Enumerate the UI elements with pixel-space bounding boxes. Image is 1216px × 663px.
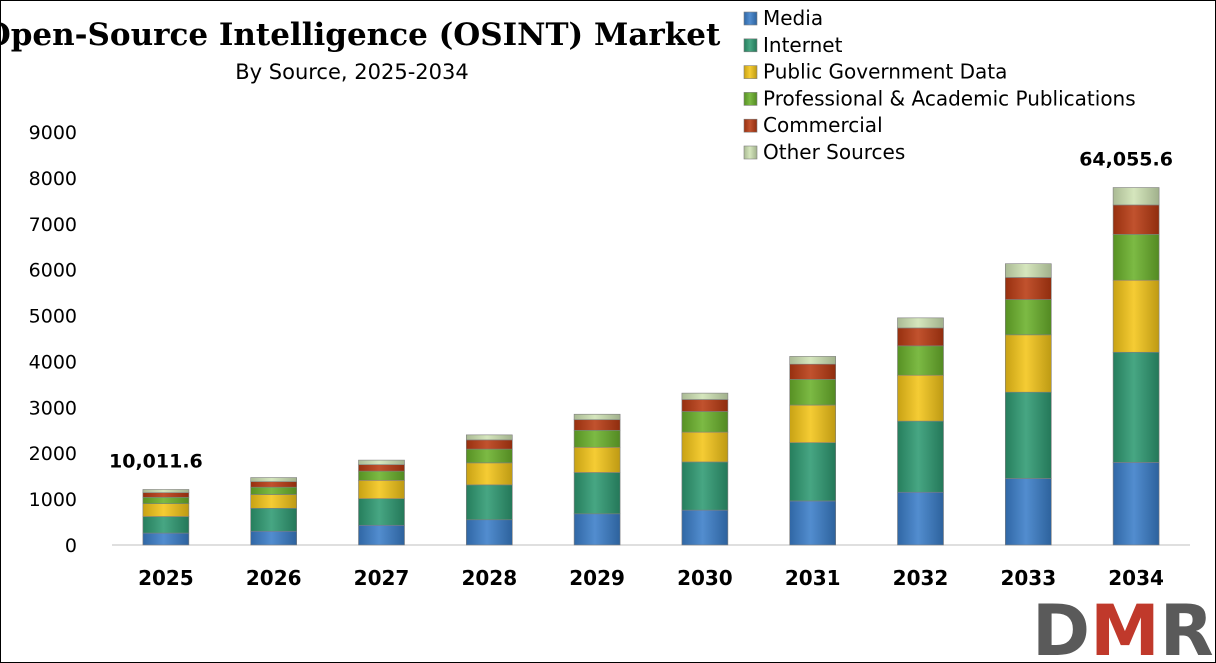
bar-segment-commercial-2025 <box>142 492 190 498</box>
bar-segment-media-2031 <box>789 500 837 546</box>
y-tick-label: 1000 <box>29 489 77 511</box>
x-tick-label: 2029 <box>569 566 625 590</box>
bar-segment-public-government-data-2025 <box>142 503 190 517</box>
legend-label: Professional & Academic Publications <box>763 86 1136 110</box>
bar-segment-internet-2026 <box>250 507 297 532</box>
bar-segment-professional-academic-publications-2032 <box>897 345 944 376</box>
logo-text: DMR <box>1032 590 1214 663</box>
bar-segment-media-2033 <box>1004 478 1052 546</box>
bar-segment-media-2027 <box>358 524 405 546</box>
bar-segment-public-government-data-2032 <box>897 374 944 422</box>
bar-segment-public-government-data-2027 <box>358 479 405 499</box>
x-tick-label: 2033 <box>1000 566 1056 590</box>
bar-segment-internet-2027 <box>358 498 405 526</box>
bar-segment-professional-academic-publications-2027 <box>358 470 405 481</box>
legend-label: Internet <box>763 33 843 57</box>
bar-segment-professional-academic-publications-2028 <box>465 448 513 464</box>
bar-segment-commercial-2028 <box>465 439 513 450</box>
bar-segment-other-sources-2027 <box>358 459 405 465</box>
bar-segment-other-sources-2032 <box>897 317 944 329</box>
x-tick-label: 2025 <box>138 566 194 590</box>
y-tick-label: 5000 <box>29 306 77 328</box>
bar-segment-professional-academic-publications-2026 <box>250 486 297 495</box>
bar-segment-internet-2029 <box>573 472 621 515</box>
bar-segment-internet-2031 <box>789 442 837 502</box>
legend-swatch <box>743 65 758 79</box>
bar-segment-media-2026 <box>250 530 297 546</box>
bar-segment-commercial-2027 <box>358 464 405 472</box>
bar-segment-public-government-data-2031 <box>789 404 837 443</box>
legend-swatch <box>743 38 758 53</box>
bar-segment-other-sources-2026 <box>250 477 297 482</box>
x-tick-label: 2031 <box>785 566 841 590</box>
bar-segment-commercial-2026 <box>250 481 297 488</box>
bar-segment-public-government-data-2029 <box>573 446 621 473</box>
bar-segment-internet-2033 <box>1004 391 1052 479</box>
legend-swatch <box>743 145 758 160</box>
legend-swatch <box>743 118 758 133</box>
bar-segment-other-sources-2028 <box>465 434 513 441</box>
x-tick-label: 2032 <box>893 566 949 590</box>
y-tick-label: 6000 <box>29 260 77 282</box>
x-tick-label: 2030 <box>677 566 733 590</box>
x-tick-label: 2034 <box>1108 566 1164 590</box>
bar-segment-public-government-data-2030 <box>681 431 729 463</box>
bar-segment-public-government-data-2028 <box>465 462 513 486</box>
bar-segment-other-sources-2033 <box>1004 263 1052 278</box>
data-label: 10,011.6 <box>109 450 203 472</box>
y-tick-label: 8000 <box>29 168 77 190</box>
y-tick-label: 4000 <box>29 351 77 373</box>
bar-segment-media-2034 <box>1112 462 1160 546</box>
legend-swatch <box>743 92 758 106</box>
bar-segment-media-2029 <box>573 513 621 546</box>
bar-segment-commercial-2034 <box>1112 204 1160 235</box>
bar-segment-other-sources-2030 <box>681 392 729 400</box>
bar-segment-media-2030 <box>681 509 729 546</box>
bar-segment-internet-2025 <box>142 516 190 534</box>
y-tick-label: 3000 <box>29 397 77 419</box>
dmr-logo: DMR <box>1032 590 1214 663</box>
y-tick-label: 7000 <box>29 214 77 236</box>
legend-label: Media <box>763 6 823 30</box>
bar-segment-public-government-data-2026 <box>250 494 297 509</box>
legend-swatch <box>743 11 758 26</box>
chart-title: Open-Source Intelligence (OSINT) Market <box>0 17 721 53</box>
bar-segment-internet-2032 <box>897 420 944 493</box>
bar-segment-public-government-data-2034 <box>1112 279 1160 353</box>
bar-segment-commercial-2030 <box>681 399 729 412</box>
bar-segment-commercial-2032 <box>897 327 944 347</box>
legend-label: Public Government Data <box>763 60 1007 84</box>
y-tick-label: 0 <box>65 535 77 557</box>
bar-segment-professional-academic-publications-2031 <box>789 379 837 406</box>
x-tick-label: 2026 <box>246 566 302 590</box>
bar-segment-media-2032 <box>897 491 944 546</box>
x-tick-label: 2027 <box>354 566 410 590</box>
bar-segment-other-sources-2029 <box>573 413 621 421</box>
y-tick-label: 2000 <box>29 443 77 465</box>
data-label: 64,055.6 <box>1079 149 1173 171</box>
bar-segment-commercial-2031 <box>789 363 837 380</box>
bar-segment-commercial-2033 <box>1004 277 1052 300</box>
bar-segment-other-sources-2031 <box>789 356 837 365</box>
bar-segment-public-government-data-2033 <box>1004 334 1052 393</box>
bar-segment-media-2028 <box>465 519 513 546</box>
bar-segment-internet-2028 <box>465 484 513 521</box>
y-tick-label: 9000 <box>29 122 77 144</box>
bar-segment-internet-2030 <box>681 461 729 511</box>
bar-segment-professional-academic-publications-2029 <box>573 429 621 448</box>
chart-subtitle: By Source, 2025-2034 <box>235 60 468 84</box>
bar-segment-commercial-2029 <box>573 419 621 431</box>
legend-label: Other Sources <box>763 140 905 164</box>
bar-segment-other-sources-2034 <box>1112 187 1160 206</box>
bar-segment-professional-academic-publications-2030 <box>681 411 729 433</box>
bar-segment-other-sources-2025 <box>142 489 190 493</box>
bar-segment-professional-academic-publications-2033 <box>1004 299 1052 336</box>
legend-label: Commercial <box>763 113 883 137</box>
bar-segment-professional-academic-publications-2025 <box>142 496 190 504</box>
bar-segment-internet-2034 <box>1112 351 1160 463</box>
bar-segment-professional-academic-publications-2034 <box>1112 234 1160 281</box>
bar-segment-media-2025 <box>142 532 190 546</box>
x-tick-label: 2028 <box>461 566 517 590</box>
